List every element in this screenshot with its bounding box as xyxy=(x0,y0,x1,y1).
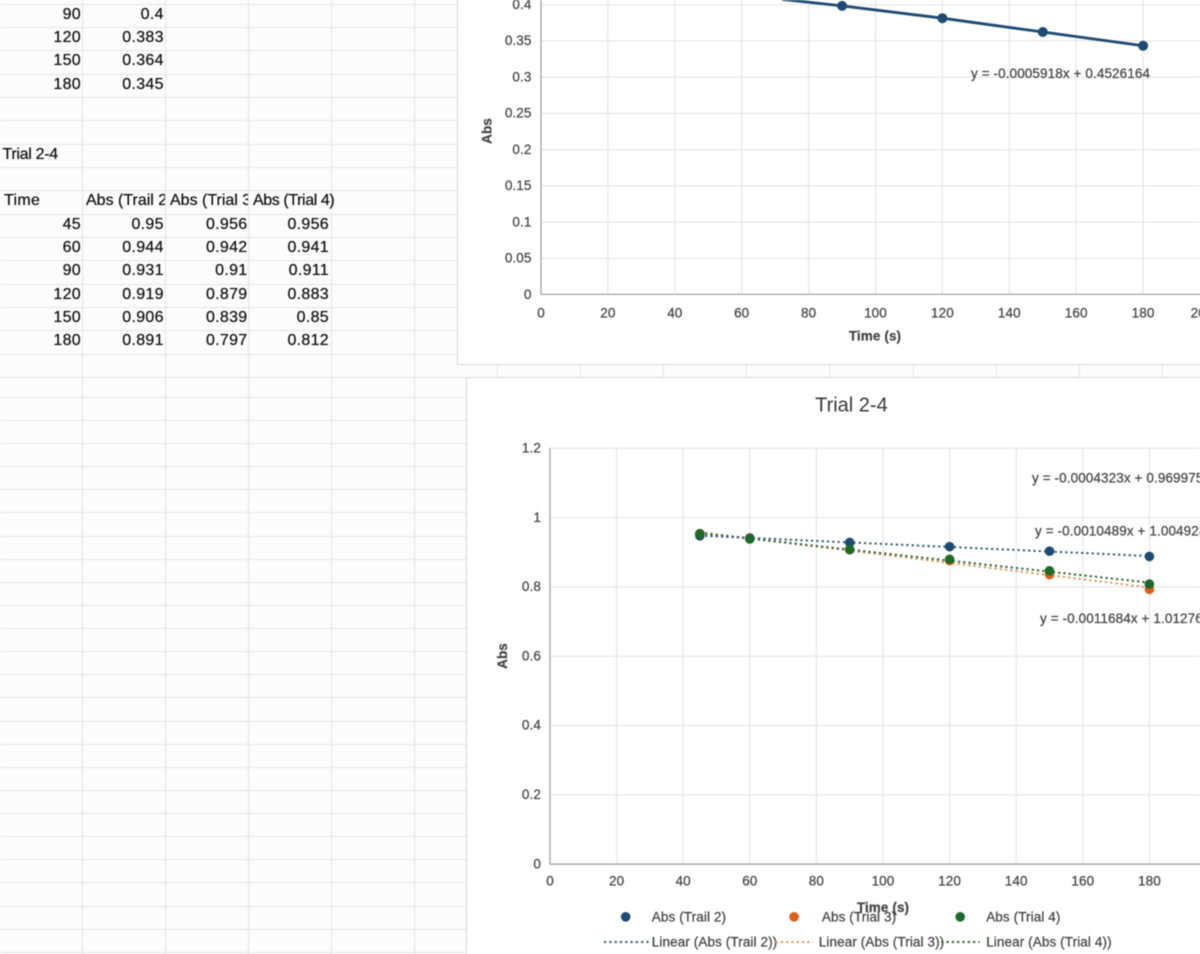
svg-text:0.35: 0.35 xyxy=(505,33,532,48)
svg-text:y = -0.0011684x + 1.0127697: y = -0.0011684x + 1.0127697 xyxy=(1040,611,1200,626)
svg-text:0.4: 0.4 xyxy=(512,0,531,12)
svg-text:0: 0 xyxy=(546,874,554,889)
svg-text:160: 160 xyxy=(1065,306,1088,321)
svg-text:0.3: 0.3 xyxy=(512,69,531,84)
svg-text:20: 20 xyxy=(609,874,624,889)
svg-text:160: 160 xyxy=(1071,874,1094,889)
svg-text:0: 0 xyxy=(533,856,541,871)
svg-text:120: 120 xyxy=(938,874,961,889)
svg-text:0.05: 0.05 xyxy=(505,251,532,266)
svg-text:80: 80 xyxy=(809,874,824,889)
svg-text:Abs: Abs xyxy=(495,643,510,669)
svg-text:Abs (Trail 2): Abs (Trail 2) xyxy=(652,909,726,924)
svg-text:1: 1 xyxy=(533,510,541,525)
svg-text:140: 140 xyxy=(998,306,1021,321)
svg-text:Trial 2-4: Trial 2-4 xyxy=(815,394,888,416)
svg-text:0: 0 xyxy=(524,287,532,302)
svg-text:120: 120 xyxy=(931,306,954,321)
svg-text:y = -0.0005918x + 0.4526164: y = -0.0005918x + 0.4526164 xyxy=(971,66,1150,81)
svg-text:Linear (Abs (Trial 4)): Linear (Abs (Trial 4)) xyxy=(986,935,1111,950)
svg-text:60: 60 xyxy=(742,874,757,889)
svg-text:0.4: 0.4 xyxy=(522,718,541,733)
svg-text:200: 200 xyxy=(1191,306,1200,321)
svg-text:y = -0.0010489x + 1.00492885: y = -0.0010489x + 1.00492885 xyxy=(1035,524,1200,539)
svg-text:0.2: 0.2 xyxy=(522,787,541,802)
svg-text:Abs: Abs xyxy=(480,118,495,144)
svg-text:20: 20 xyxy=(600,306,615,321)
svg-text:0.15: 0.15 xyxy=(505,178,532,193)
svg-text:60: 60 xyxy=(734,306,749,321)
svg-text:0.6: 0.6 xyxy=(522,648,541,663)
svg-text:Linear (Abs (Trial 3)): Linear (Abs (Trial 3)) xyxy=(819,935,944,950)
svg-text:Time (s): Time (s) xyxy=(857,900,909,915)
svg-text:Time (s): Time (s) xyxy=(849,329,901,344)
svg-text:0.2: 0.2 xyxy=(512,142,531,157)
svg-text:Abs (Trial 4): Abs (Trial 4) xyxy=(986,909,1060,924)
svg-text:40: 40 xyxy=(676,874,691,889)
svg-text:100: 100 xyxy=(872,874,895,889)
svg-text:Abs (Trial 3): Abs (Trial 3) xyxy=(822,909,896,924)
svg-text:1.2: 1.2 xyxy=(522,441,541,456)
svg-text:80: 80 xyxy=(801,306,816,321)
svg-text:140: 140 xyxy=(1005,874,1028,889)
svg-text:100: 100 xyxy=(864,306,887,321)
svg-text:0.1: 0.1 xyxy=(512,214,531,229)
svg-text:Linear (Abs (Trail 2)): Linear (Abs (Trail 2)) xyxy=(652,935,777,950)
svg-text:180: 180 xyxy=(1138,874,1161,889)
svg-text:40: 40 xyxy=(667,306,682,321)
svg-text:0.8: 0.8 xyxy=(522,579,541,594)
svg-text:y = -0.0004323x + 0.96997538: y = -0.0004323x + 0.96997538 xyxy=(1032,471,1200,486)
svg-text:180: 180 xyxy=(1132,306,1155,321)
svg-text:0: 0 xyxy=(537,306,545,321)
svg-text:0.25: 0.25 xyxy=(505,106,532,121)
